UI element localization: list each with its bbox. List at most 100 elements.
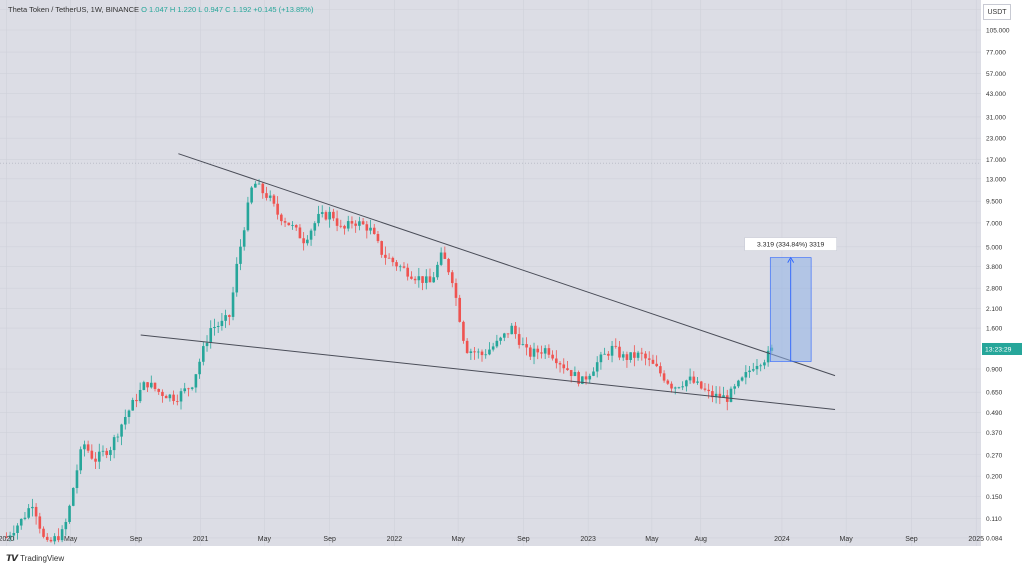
candle-body: [473, 351, 476, 353]
candle-body: [755, 365, 759, 370]
plot-area[interactable]: [0, 0, 981, 546]
y-tick-label: 57.000: [986, 71, 1006, 78]
candle-body: [659, 366, 662, 374]
x-tick-label: May: [64, 536, 78, 543]
x-tick-label: 2021: [193, 536, 209, 543]
price-axis-area[interactable]: [981, 0, 1024, 546]
candle-body: [246, 202, 250, 231]
candle-body: [183, 388, 187, 392]
candle-body: [629, 352, 632, 360]
y-tick-label: 9.500: [986, 199, 1003, 206]
currency-unit-button[interactable]: USDT: [983, 4, 1011, 20]
candle-body: [194, 374, 198, 388]
candle-body: [42, 528, 45, 537]
candle-body: [581, 376, 584, 384]
candle-body: [540, 352, 543, 354]
candle-body: [105, 450, 109, 456]
candle-body: [651, 359, 655, 364]
candle-body: [71, 487, 75, 506]
y-tick-label: 0.270: [986, 452, 1003, 459]
candle-body: [666, 380, 670, 384]
candle-body: [34, 506, 38, 517]
candle-body: [610, 345, 614, 356]
candle-body: [744, 372, 748, 378]
candle-body: [692, 376, 696, 383]
candle-body: [224, 315, 227, 321]
candle-body: [135, 399, 138, 402]
last-price-tag[interactable]: [982, 342, 1022, 355]
candle-body: [369, 227, 372, 231]
trendline-upper[interactable]: [178, 153, 836, 377]
candle-body: [268, 195, 272, 198]
candle-body: [198, 361, 201, 375]
symbol-title[interactable]: Theta Token / TetherUS, 1W, BINANCE: [8, 5, 140, 14]
y-tick-label: 3.800: [986, 264, 1003, 271]
candle-body: [562, 364, 566, 369]
candle-body: [633, 352, 636, 358]
candle-body: [12, 532, 16, 536]
candle-body: [566, 368, 569, 371]
candle-body: [670, 383, 673, 389]
candle-body: [57, 536, 60, 541]
candle-body: [462, 321, 465, 341]
candle-body: [443, 252, 447, 259]
candle-body: [153, 382, 157, 389]
candle-body: [711, 391, 714, 398]
candle-body: [380, 241, 383, 255]
candle-body: [101, 450, 105, 452]
candle-body: [161, 391, 164, 396]
candle-body: [737, 380, 740, 387]
candle-body: [254, 183, 257, 188]
candle-body: [313, 223, 317, 231]
x-tick-label: May: [645, 536, 659, 543]
candle-body: [276, 203, 279, 215]
candle-body: [142, 382, 146, 390]
candle-body: [5, 537, 8, 538]
candle-body: [395, 262, 398, 267]
tradingview-logo-icon: 𝙏𝙑: [6, 553, 18, 563]
candle-body: [16, 525, 19, 533]
candle-body: [406, 267, 409, 277]
candle-body: [763, 362, 766, 366]
candle-body: [287, 222, 291, 226]
candle-body: [636, 352, 640, 358]
candle-body: [424, 276, 428, 283]
symbol-header: Theta Token / TetherUS, 1W, BINANCE O 1.…: [8, 5, 313, 14]
candle-body: [577, 372, 580, 384]
x-tick-label: 2020: [0, 536, 14, 543]
candle-body: [116, 436, 120, 438]
candle-body: [677, 387, 681, 389]
candle-body: [231, 292, 235, 317]
candle-body: [205, 342, 209, 347]
candle-body: [75, 470, 79, 488]
candle-body: [573, 372, 577, 377]
x-tick-label: 2023: [580, 536, 596, 543]
candle-body: [503, 333, 506, 338]
candle-body: [376, 233, 380, 242]
candle-body: [31, 506, 34, 509]
candle-body: [584, 376, 588, 380]
candle-body: [725, 395, 729, 402]
y-tick-label: 0.900: [986, 367, 1003, 374]
candle-body: [558, 363, 562, 365]
candle-body: [298, 227, 302, 239]
candle-body: [328, 211, 331, 220]
candle-body: [384, 254, 387, 258]
candle-body: [555, 358, 558, 364]
candle-body: [529, 347, 532, 357]
candle-body: [547, 348, 551, 355]
y-tick-label: 2.800: [986, 286, 1003, 293]
candle-body: [410, 276, 413, 279]
candle-body: [655, 363, 658, 367]
candle-body: [60, 529, 64, 541]
candle-body: [239, 246, 242, 264]
candle-body: [514, 325, 517, 335]
trendline-lower[interactable]: [140, 334, 836, 410]
candle-body: [53, 536, 56, 542]
candle-body: [662, 373, 666, 381]
candle-body: [543, 348, 547, 354]
candle-body: [365, 224, 369, 231]
candle-body: [261, 183, 265, 194]
candle-body: [172, 394, 175, 402]
